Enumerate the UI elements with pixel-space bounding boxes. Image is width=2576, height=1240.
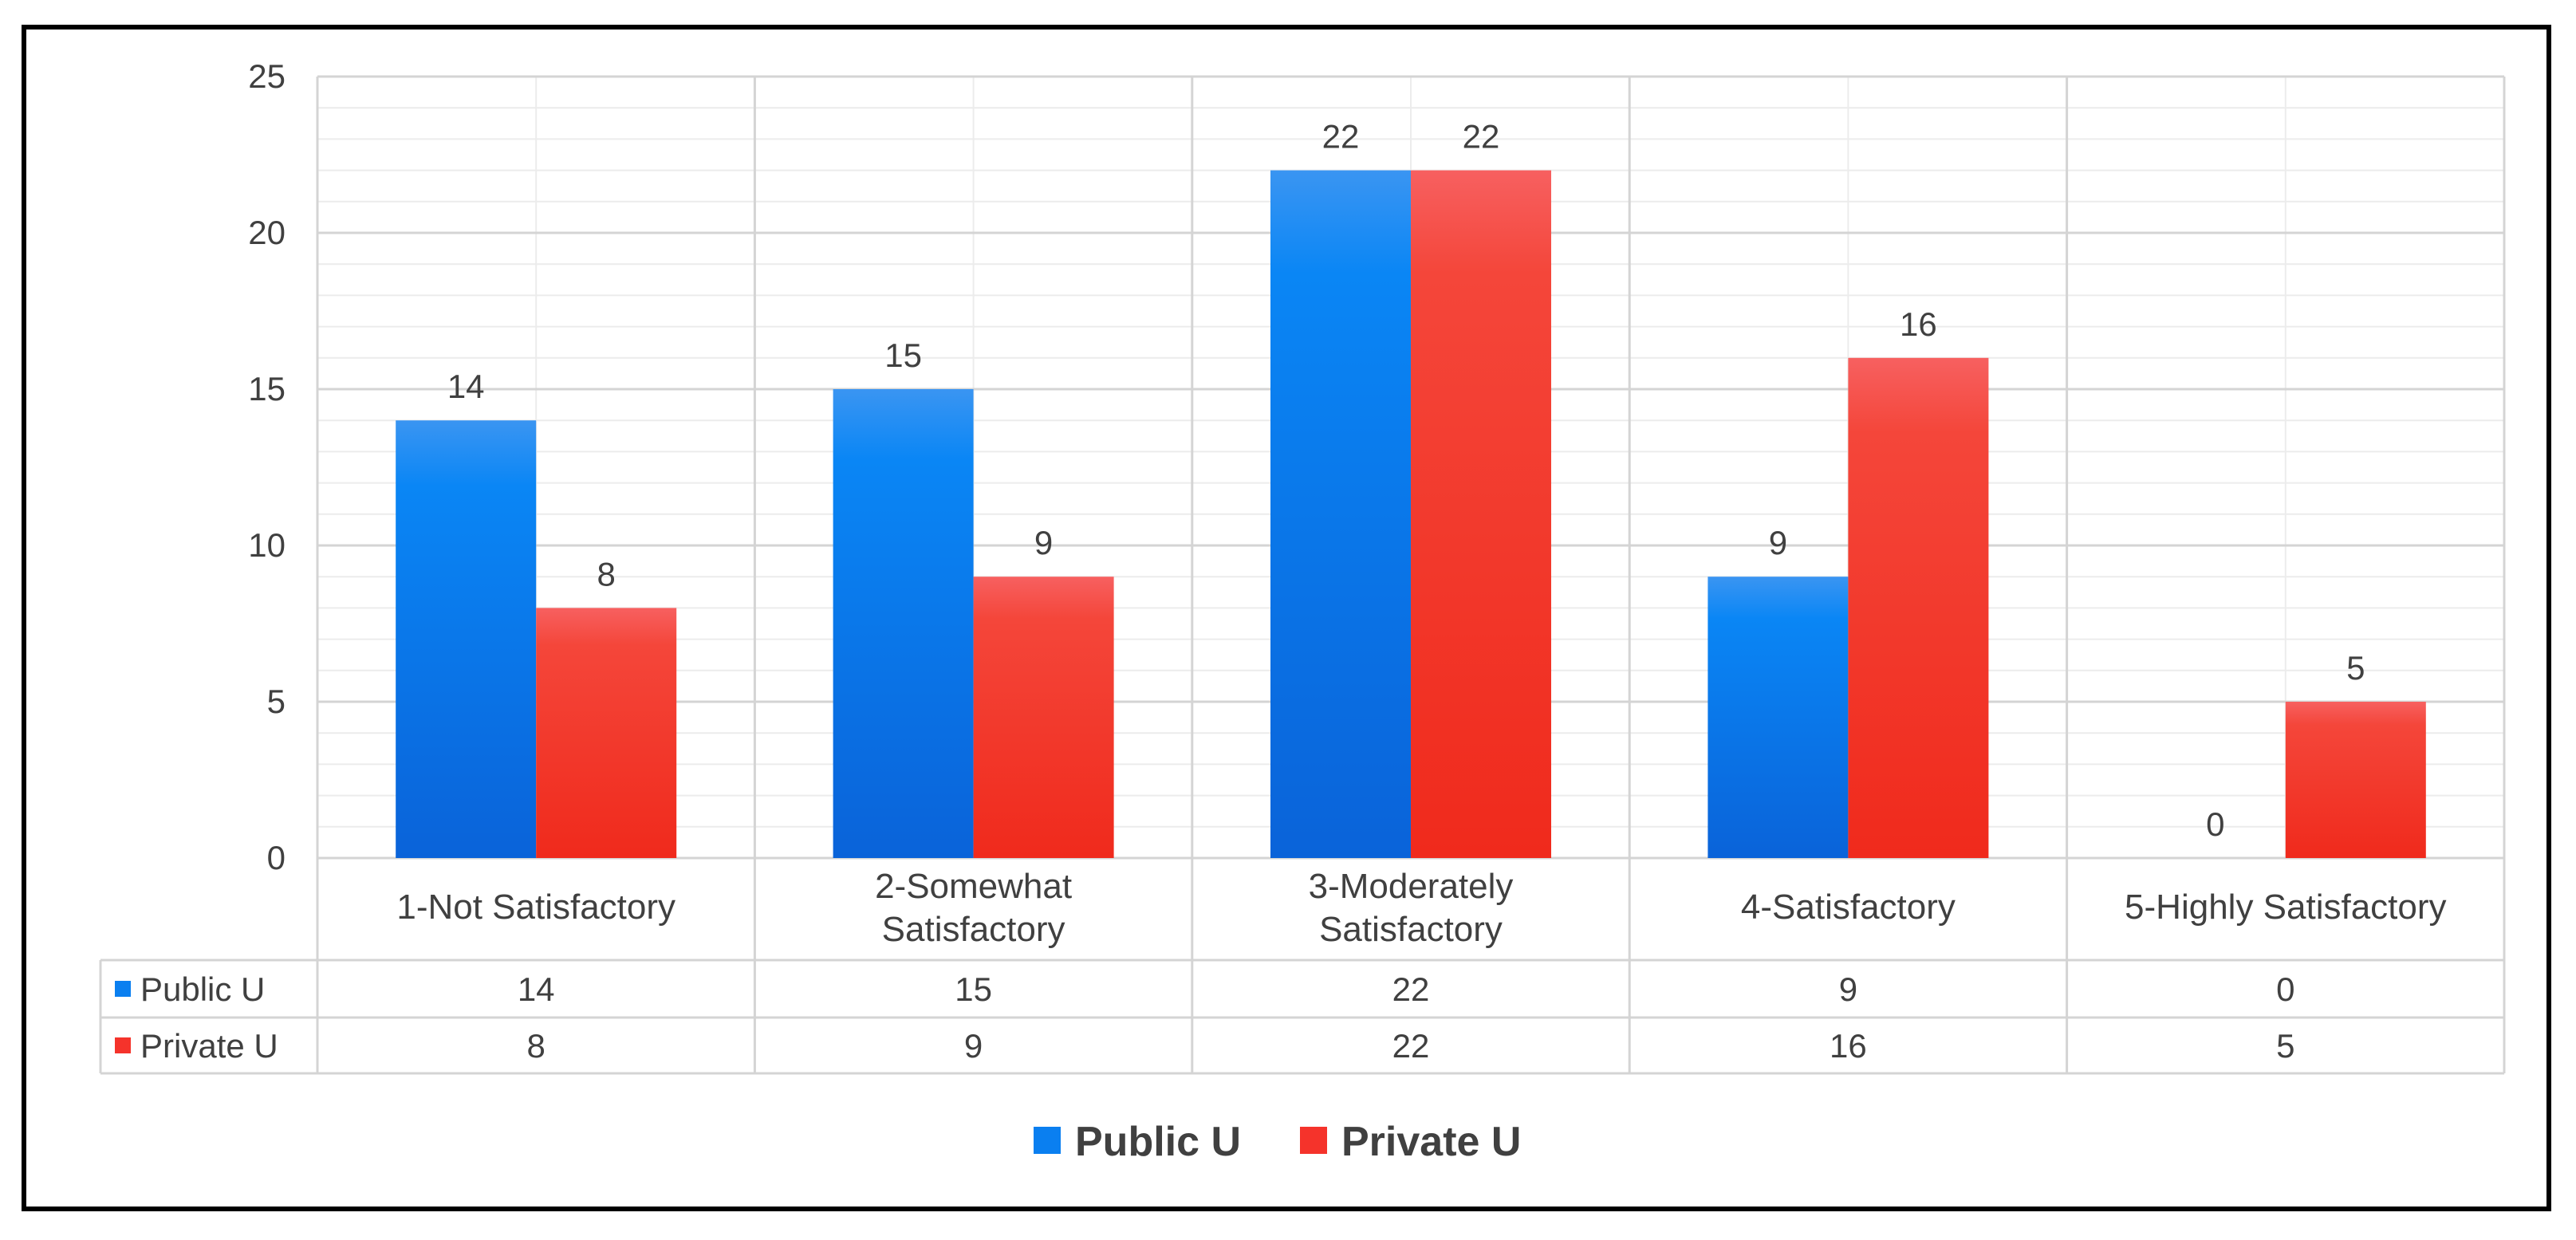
bar-private-u-1 [536,608,677,858]
data-label: 15 [884,337,922,374]
legend-swatch [1034,1127,1061,1154]
y-tick-label: 15 [248,370,286,407]
y-tick-label: 25 [248,57,286,95]
table-row-label: Public U [140,970,265,1008]
data-label: 14 [447,368,485,405]
bar-public-u-4 [1707,577,1849,858]
category-label: 5-Highly Satisfactory [2125,888,2446,927]
data-label: 5 [2346,649,2365,687]
legend-swatch [1300,1127,1327,1154]
table-legend-key [115,981,131,997]
data-table: Public U 14 15 22 9 0 Private U 8 9 22 16 5 [99,77,2506,1075]
data-label: 9 [1034,524,1053,561]
data-label: 22 [1322,118,1360,155]
y-tick-label: 0 [267,839,286,876]
table-cell: 14 [518,970,555,1008]
category-label: 4-Satisfactory [1741,888,1956,927]
category-label: 3-Moderately Satisfactory [1309,867,1514,949]
bar-private-u-4 [1848,357,1989,858]
bar-public-u-2 [833,389,974,858]
category-label: 1-Not Satisfactory [396,888,676,927]
table-cell: 15 [955,970,992,1008]
labels: 0 5 10 15 20 25 14 15 22 9 0 8 9 22 16 5 1-Not Satisfact… [248,57,2446,949]
table-legend-key [115,1037,131,1053]
table-cell: 16 [1830,1027,1867,1065]
bar-private-u-3 [1411,170,1551,859]
data-label: 0 [2206,805,2224,843]
y-tick-label: 5 [267,683,286,720]
data-label: 8 [597,555,616,592]
category-label: 2-Somewhat Satisfactory [875,867,1072,949]
table-cell: 22 [1392,1027,1430,1065]
y-tick-label: 10 [248,526,286,564]
data-label: 16 [1900,305,1937,343]
y-tick-label: 20 [248,214,286,251]
bar-private-u-2 [973,577,1114,858]
bar-public-u-3 [1270,170,1411,859]
bar-private-u-5 [2285,702,2426,858]
table-row-label: Private U [140,1027,278,1065]
table-cell: 0 [2276,970,2294,1008]
bars [396,170,2426,859]
table-cell: 22 [1392,970,1430,1008]
bar-public-u-1 [396,420,537,858]
data-label: 22 [1463,118,1500,155]
data-label: 9 [1769,524,1787,561]
table-cell: 9 [1839,970,1857,1008]
table-cell: 8 [527,1027,546,1065]
legend-label: Public U [1075,1119,1241,1165]
table-cell: 9 [964,1027,983,1065]
table-cell: 5 [2276,1027,2294,1065]
legend-label: Private U [1341,1119,1521,1165]
legend: Public U Private U [1034,1119,1521,1165]
